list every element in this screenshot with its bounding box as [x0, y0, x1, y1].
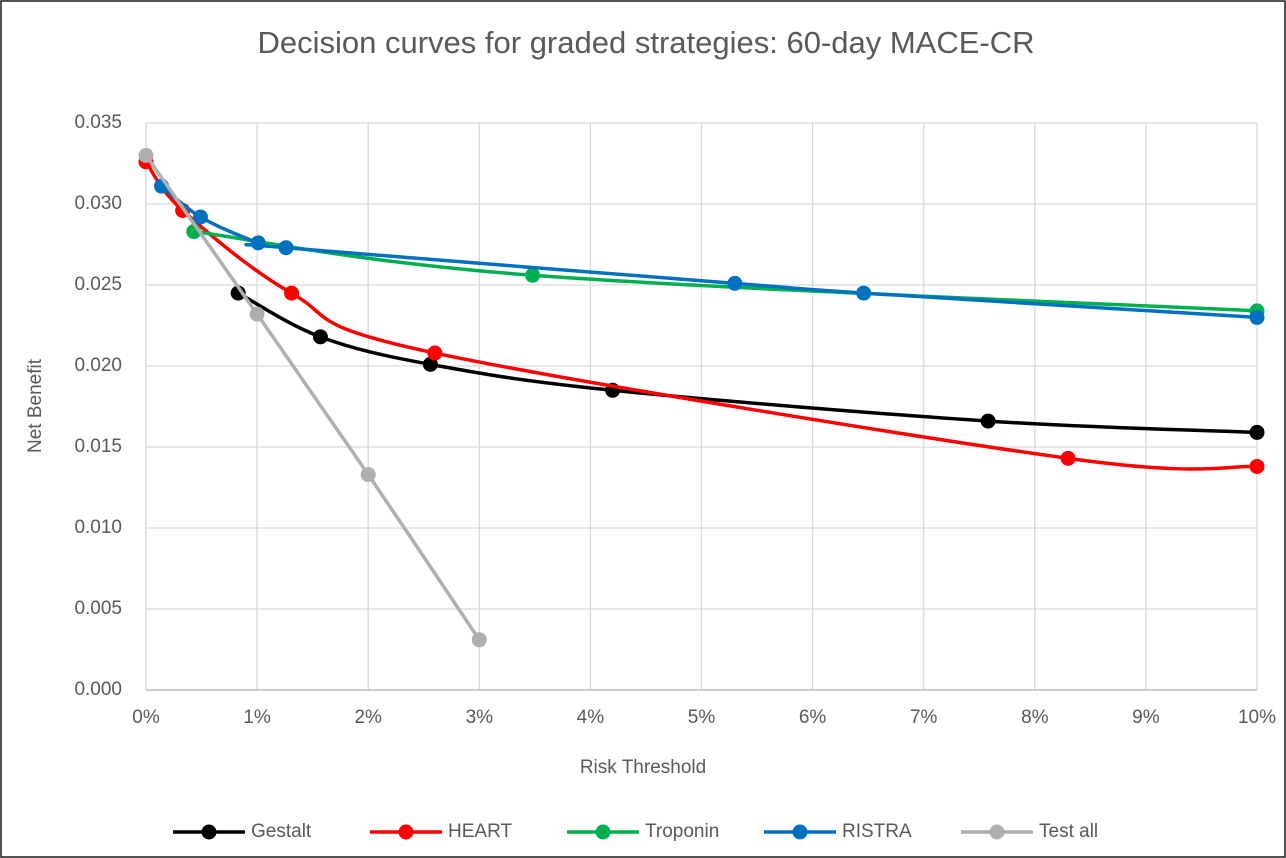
data-point — [1249, 309, 1265, 325]
legend-marker — [989, 824, 1005, 840]
x-tick-label: 7% — [910, 707, 938, 728]
x-tick-label: 5% — [688, 707, 716, 728]
data-point — [1060, 450, 1076, 466]
chart-title: Decision curves for graded strategies: 6… — [257, 25, 1034, 60]
legend-marker — [201, 824, 217, 840]
x-axis-label: Risk Threshold — [580, 757, 706, 778]
x-tick-label: 4% — [577, 707, 605, 728]
data-point — [980, 413, 996, 429]
x-tick-label: 0% — [132, 707, 160, 728]
data-point — [427, 345, 443, 361]
data-point — [249, 306, 265, 322]
legend-label: HEART — [448, 821, 512, 842]
legend-label: Gestalt — [251, 821, 312, 842]
y-tick-label: 0.035 — [74, 112, 122, 133]
x-tick-label: 1% — [243, 707, 271, 728]
y-tick-label: 0.025 — [74, 274, 122, 295]
legend-label: Troponin — [645, 821, 719, 842]
data-point — [312, 329, 328, 345]
series-line — [160, 184, 1258, 320]
series-line — [144, 160, 1258, 471]
legend-label: Test all — [1039, 821, 1098, 842]
x-tick-label: 3% — [466, 707, 494, 728]
x-tick-label: 2% — [354, 707, 382, 728]
y-tick-label: 0.020 — [74, 355, 122, 376]
y-tick-label: 0.000 — [74, 679, 122, 700]
legend-marker — [595, 824, 611, 840]
y-tick-label: 0.005 — [74, 598, 122, 619]
y-axis-label: Net Benefit — [25, 358, 46, 453]
data-point — [230, 285, 246, 301]
data-point — [471, 632, 487, 648]
x-tick-label: 9% — [1132, 707, 1160, 728]
y-tick-label: 0.030 — [74, 193, 122, 214]
y-tick-label: 0.015 — [74, 436, 122, 457]
data-point — [1249, 424, 1265, 440]
data-point — [1249, 458, 1265, 474]
data-point — [138, 147, 154, 163]
legend-label: RISTRA — [842, 821, 912, 842]
data-point — [856, 285, 872, 301]
data-point — [278, 240, 294, 256]
data-point — [727, 275, 743, 291]
x-tick-label: 8% — [1021, 707, 1049, 728]
series-line — [144, 154, 481, 641]
legend-marker — [792, 824, 808, 840]
data-point — [284, 285, 300, 301]
data-point — [250, 235, 266, 251]
data-point — [192, 209, 208, 225]
x-tick-label: 10% — [1238, 707, 1276, 728]
legend-marker — [398, 824, 414, 840]
data-point — [422, 356, 438, 372]
data-point — [525, 267, 541, 283]
x-tick-label: 6% — [799, 707, 827, 728]
y-tick-label: 0.010 — [74, 517, 122, 538]
data-point — [360, 467, 376, 483]
